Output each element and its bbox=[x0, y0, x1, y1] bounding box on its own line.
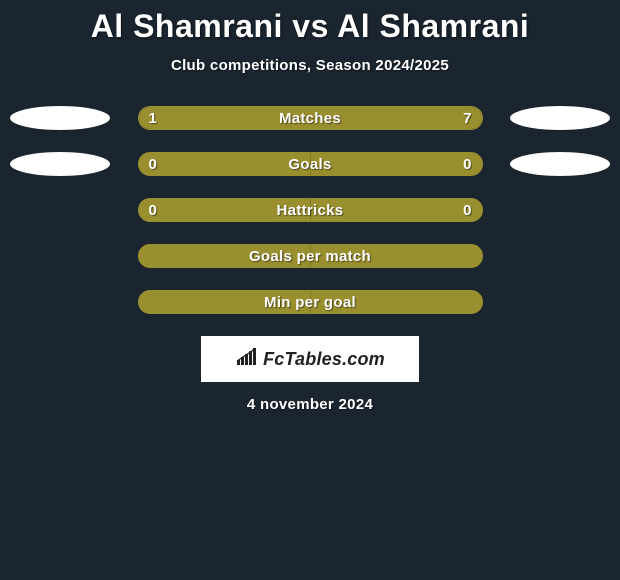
stat-row: Min per goal bbox=[0, 290, 620, 314]
stat-row: Goals per match bbox=[0, 244, 620, 268]
player2-avatar bbox=[510, 152, 610, 176]
stat-label: Hattricks bbox=[139, 199, 482, 221]
logo-text: FcTables.com bbox=[263, 349, 385, 370]
player1-name: Al Shamrani bbox=[91, 8, 283, 44]
stat-label: Matches bbox=[139, 107, 482, 129]
player2-avatar bbox=[510, 106, 610, 130]
stats-list: 17Matches 00Goals 00Hattricks Goals per mat… bbox=[0, 106, 620, 314]
stat-bar: 17Matches bbox=[138, 106, 483, 130]
competition-subtitle: Club competitions, Season 2024/2025 bbox=[0, 57, 620, 74]
stat-bar: Goals per match bbox=[138, 244, 483, 268]
comparison-card: Al Shamrani vs Al Shamrani Club competit… bbox=[0, 0, 620, 413]
source-logo: FcTables.com bbox=[201, 336, 419, 382]
stat-row: 00Goals bbox=[0, 152, 620, 176]
stat-label: Min per goal bbox=[139, 291, 482, 313]
stat-bar: 00Hattricks bbox=[138, 198, 483, 222]
player1-avatar bbox=[10, 106, 110, 130]
barchart-icon bbox=[235, 347, 259, 372]
stat-bar: Min per goal bbox=[138, 290, 483, 314]
stat-label: Goals per match bbox=[139, 245, 482, 267]
player2-name: Al Shamrani bbox=[337, 8, 529, 44]
snapshot-date: 4 november 2024 bbox=[0, 396, 620, 413]
stat-row: 00Hattricks bbox=[0, 198, 620, 222]
stat-bar: 00Goals bbox=[138, 152, 483, 176]
page-title: Al Shamrani vs Al Shamrani bbox=[0, 8, 620, 45]
stat-label: Goals bbox=[139, 153, 482, 175]
stat-row: 17Matches bbox=[0, 106, 620, 130]
player1-avatar bbox=[10, 152, 110, 176]
vs-label: vs bbox=[292, 8, 329, 44]
